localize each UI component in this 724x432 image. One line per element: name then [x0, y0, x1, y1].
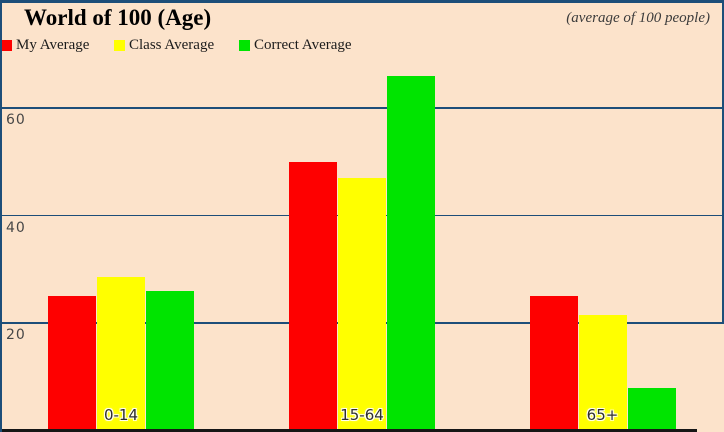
y-tick-label-20: 20: [6, 327, 26, 344]
left-border: [0, 0, 2, 432]
yellow-swatch-icon: [114, 40, 125, 51]
right-border: [722, 0, 724, 323]
y-tick-label-60: 60: [6, 112, 26, 129]
bar-my-average-15-64: [289, 162, 337, 431]
bar-correct-average-65+: [627, 387, 676, 431]
category-label-65+: 65+: [586, 405, 619, 424]
y-tick-label-40: 40: [6, 219, 26, 236]
legend-label: Class Average: [129, 37, 215, 53]
category-label-0-14: 0-14: [103, 405, 139, 424]
top-border: [0, 0, 724, 3]
bar-group-65+: 65+: [529, 0, 676, 431]
chart-subtitle: (average of 100 people): [566, 10, 710, 26]
legend-item-my-average: My Average: [1, 37, 90, 53]
legend-item-class-average: Class Average: [114, 37, 215, 53]
green-swatch-icon: [239, 40, 250, 51]
legend: My Average Class Average Correct Average: [0, 0, 724, 56]
bar-correct-average-15-64: [387, 76, 435, 431]
bar-my-average-65+: [529, 296, 578, 431]
legend-label: My Average: [16, 37, 90, 53]
chart-title: World of 100 (Age): [24, 5, 212, 30]
bar-class-average-15-64: [338, 178, 386, 431]
gridline-60: [0, 107, 724, 109]
bar-class-average-65+: [578, 315, 627, 431]
bar-group-15-64: 15-64: [289, 0, 435, 431]
bar-group-0-14: 0-14: [48, 0, 194, 431]
red-swatch-icon: [1, 40, 12, 51]
bar-class-average-0-14: [97, 277, 145, 431]
legend-label: Correct Average: [254, 37, 352, 53]
x-axis-line: [0, 429, 697, 432]
category-label-15-64: 15-64: [340, 405, 384, 424]
legend-item-correct-average: Correct Average: [239, 37, 352, 53]
bar-my-average-0-14: [48, 296, 96, 431]
bar-correct-average-0-14: [146, 290, 194, 431]
